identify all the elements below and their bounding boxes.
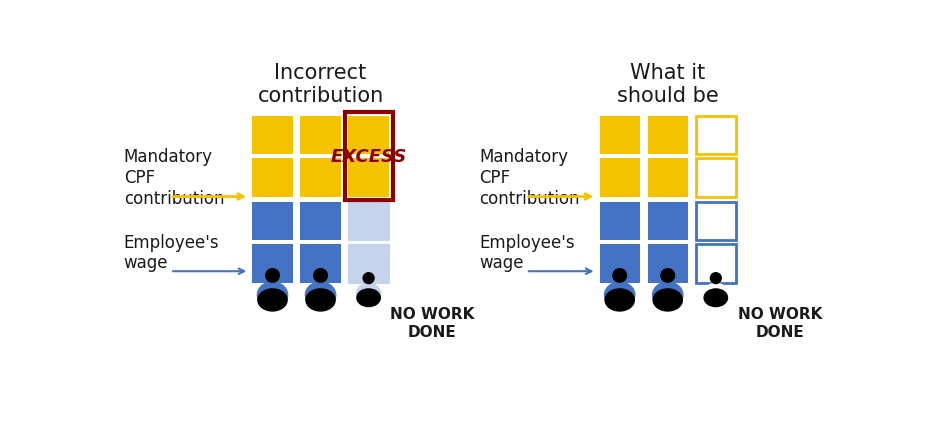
Circle shape — [266, 269, 279, 282]
Ellipse shape — [306, 289, 336, 311]
Bar — [696, 158, 736, 197]
Text: Mandatory
CPF
contribution: Mandatory CPF contribution — [124, 148, 225, 207]
Bar — [301, 116, 340, 155]
Bar — [349, 158, 389, 197]
Ellipse shape — [704, 289, 728, 307]
Bar — [345, 112, 393, 201]
Bar — [301, 202, 340, 241]
Bar — [648, 202, 688, 241]
Ellipse shape — [258, 289, 287, 311]
Bar — [696, 202, 736, 241]
Bar — [600, 245, 640, 283]
Circle shape — [613, 269, 626, 282]
Bar — [648, 245, 688, 283]
Bar — [696, 116, 736, 155]
Bar — [600, 202, 640, 241]
Ellipse shape — [653, 289, 682, 311]
Circle shape — [314, 269, 327, 282]
Ellipse shape — [258, 282, 288, 308]
Ellipse shape — [605, 289, 634, 311]
Ellipse shape — [306, 282, 336, 308]
Ellipse shape — [652, 282, 682, 308]
Text: Incorrect
contribution: Incorrect contribution — [258, 63, 384, 106]
Bar — [252, 202, 292, 241]
Circle shape — [711, 273, 721, 284]
Text: NO WORK
DONE: NO WORK DONE — [738, 307, 822, 339]
Bar — [301, 158, 340, 197]
Text: Employee's
wage: Employee's wage — [124, 233, 219, 272]
Bar — [349, 116, 389, 155]
Text: Mandatory
CPF
contribution: Mandatory CPF contribution — [479, 148, 580, 207]
Bar — [252, 158, 292, 197]
Circle shape — [661, 269, 675, 282]
Text: What it
should be: What it should be — [617, 63, 718, 106]
Bar — [600, 116, 640, 155]
Ellipse shape — [357, 289, 381, 307]
Text: EXCESS: EXCESS — [331, 148, 407, 166]
Text: NO WORK
DONE: NO WORK DONE — [390, 307, 475, 339]
Ellipse shape — [356, 284, 381, 305]
Circle shape — [363, 273, 374, 284]
Circle shape — [661, 269, 675, 282]
Ellipse shape — [704, 284, 728, 305]
Bar — [696, 245, 736, 283]
Ellipse shape — [604, 282, 634, 308]
Circle shape — [363, 273, 374, 284]
Circle shape — [314, 269, 327, 282]
Circle shape — [711, 273, 721, 284]
Bar — [252, 116, 292, 155]
Bar — [252, 245, 292, 283]
Circle shape — [266, 269, 279, 282]
Bar — [648, 116, 688, 155]
Bar — [600, 158, 640, 197]
Bar — [301, 245, 340, 283]
Bar — [349, 245, 389, 283]
Bar — [648, 158, 688, 197]
Bar — [349, 202, 389, 241]
Circle shape — [613, 269, 626, 282]
Text: Employee's
wage: Employee's wage — [479, 233, 575, 272]
